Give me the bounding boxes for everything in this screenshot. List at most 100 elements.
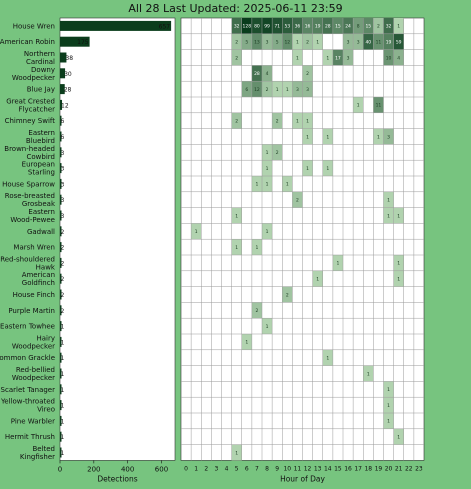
species-label: Purple Martin bbox=[8, 307, 55, 315]
heat-cell-value: 1 bbox=[397, 213, 400, 219]
heat-cell-value: 2 bbox=[296, 198, 299, 204]
heat-cell bbox=[191, 223, 202, 240]
x-axis-label: Hour of Day bbox=[280, 474, 325, 483]
heat-cell-value: 1 bbox=[266, 150, 269, 156]
species-label: Belted Kingfisher bbox=[20, 445, 55, 461]
heat-cell-value: 1 bbox=[276, 87, 279, 93]
heat-cell-value: 3 bbox=[306, 87, 309, 93]
heat-cell bbox=[393, 255, 404, 271]
heat-cell-value: 1 bbox=[235, 450, 238, 456]
heat-cell bbox=[282, 81, 293, 97]
bar-value-label: 6 bbox=[61, 118, 65, 125]
heat-cell-value: 32 bbox=[234, 24, 240, 30]
heat-cell bbox=[343, 33, 354, 50]
species-label: Northern Cardinal bbox=[24, 50, 55, 66]
detections-bar bbox=[60, 368, 62, 379]
heat-cell bbox=[353, 97, 364, 113]
hour-tick-label: 15 bbox=[334, 465, 342, 472]
chart-title: All 28 Last Updated: 2025-06-11 23:59 bbox=[128, 2, 343, 15]
species-label: Eastern Towhee bbox=[0, 323, 55, 331]
heat-cell bbox=[262, 144, 273, 161]
heat-cell-value: 2 bbox=[266, 87, 269, 93]
hour-tick-label: 12 bbox=[304, 465, 312, 472]
heat-cell-value: 1 bbox=[367, 371, 370, 377]
heat-cell-value: 3 bbox=[296, 87, 299, 93]
detections-bar bbox=[60, 131, 62, 142]
heat-cell-value: 53 bbox=[284, 24, 290, 30]
heat-cell-value: 8 bbox=[357, 24, 360, 30]
heat-cell bbox=[262, 33, 273, 50]
heat-cell-value: 12 bbox=[284, 40, 290, 46]
heat-cell bbox=[322, 49, 333, 66]
heat-cell bbox=[241, 33, 252, 50]
heat-cell-value: 5 bbox=[245, 40, 248, 46]
heat-cell bbox=[373, 33, 384, 50]
heat-cell-value: 36 bbox=[295, 24, 301, 30]
heat-cell-value: 2 bbox=[286, 292, 289, 298]
heat-cell bbox=[272, 112, 283, 129]
heat-cell bbox=[393, 49, 404, 66]
bar-value-label: 1 bbox=[61, 450, 65, 457]
x-tick-label: 400 bbox=[121, 465, 134, 473]
heat-cell bbox=[393, 33, 404, 50]
heat-cell-value: 99 bbox=[264, 24, 270, 30]
bar-value-label: 3 bbox=[61, 197, 65, 204]
heat-cell-value: 11 bbox=[376, 103, 382, 109]
heat-cell-value: 1 bbox=[296, 40, 299, 46]
species-label: Eastern Bluebird bbox=[26, 129, 55, 145]
heat-cell bbox=[262, 176, 273, 192]
hour-tick-label: 17 bbox=[354, 465, 362, 472]
detections-bar bbox=[60, 20, 172, 31]
heat-cell-value: 1 bbox=[326, 356, 329, 362]
heat-cell bbox=[262, 81, 273, 97]
heat-cell bbox=[282, 18, 293, 34]
heat-cell-value: 1 bbox=[266, 324, 269, 330]
heat-cell-value: 3 bbox=[357, 40, 360, 46]
detections-bar bbox=[60, 321, 62, 332]
x-tick-label: 600 bbox=[155, 465, 168, 473]
heat-cell-value: 28 bbox=[325, 24, 331, 30]
species-label: Hermit Thrush bbox=[5, 433, 55, 441]
detections-bar bbox=[60, 400, 62, 411]
heat-cell-value: 1 bbox=[235, 245, 238, 251]
heat-cell bbox=[272, 81, 283, 97]
heat-cell bbox=[282, 176, 293, 192]
heat-cell bbox=[282, 33, 293, 50]
heat-cell-value: 6 bbox=[245, 87, 248, 93]
heat-cell bbox=[393, 18, 404, 34]
bar-value-label: 3 bbox=[61, 150, 65, 157]
heat-cell-value: 1 bbox=[296, 55, 299, 61]
bar-value-label: 28 bbox=[64, 87, 72, 94]
hour-tick-label: 0 bbox=[184, 465, 188, 472]
species-label: Rose-breasted Grosbeak bbox=[5, 192, 56, 208]
heat-cell-value: 59 bbox=[396, 40, 402, 46]
heat-cell bbox=[322, 18, 333, 34]
bar-value-label: 3 bbox=[61, 181, 65, 188]
heat-cell bbox=[231, 239, 242, 255]
heat-cell bbox=[231, 18, 242, 34]
detections-bar bbox=[60, 36, 90, 47]
detections-bar bbox=[60, 415, 62, 426]
heat-cell-value: 1 bbox=[235, 213, 238, 219]
species-label: Pine Warbler bbox=[11, 417, 55, 425]
hour-tick-label: 4 bbox=[225, 465, 229, 472]
heat-cell-value: 2 bbox=[256, 308, 259, 314]
heat-cell-value: 1 bbox=[326, 134, 329, 140]
x-axis-label: Detections bbox=[97, 474, 137, 483]
heat-cell-value: 16 bbox=[305, 24, 311, 30]
bar-panel bbox=[59, 17, 176, 461]
x-tick-label: 0 bbox=[58, 465, 62, 473]
bar-value-label: 1 bbox=[61, 418, 65, 425]
detections-bar bbox=[60, 226, 62, 237]
heat-cell bbox=[363, 365, 374, 382]
bar-value-label: 2 bbox=[61, 276, 65, 283]
bar-value-label: 1 bbox=[61, 371, 65, 378]
heat-cell bbox=[251, 302, 262, 319]
species-label: European Starling bbox=[22, 161, 55, 177]
heat-cell-value: 1 bbox=[195, 229, 198, 235]
bar-value-label: 12 bbox=[61, 102, 69, 109]
heat-cell-value: 19 bbox=[315, 24, 321, 30]
heat-cell bbox=[272, 18, 283, 34]
detections-bar bbox=[60, 163, 62, 174]
hour-tick-label: 20 bbox=[385, 465, 393, 472]
